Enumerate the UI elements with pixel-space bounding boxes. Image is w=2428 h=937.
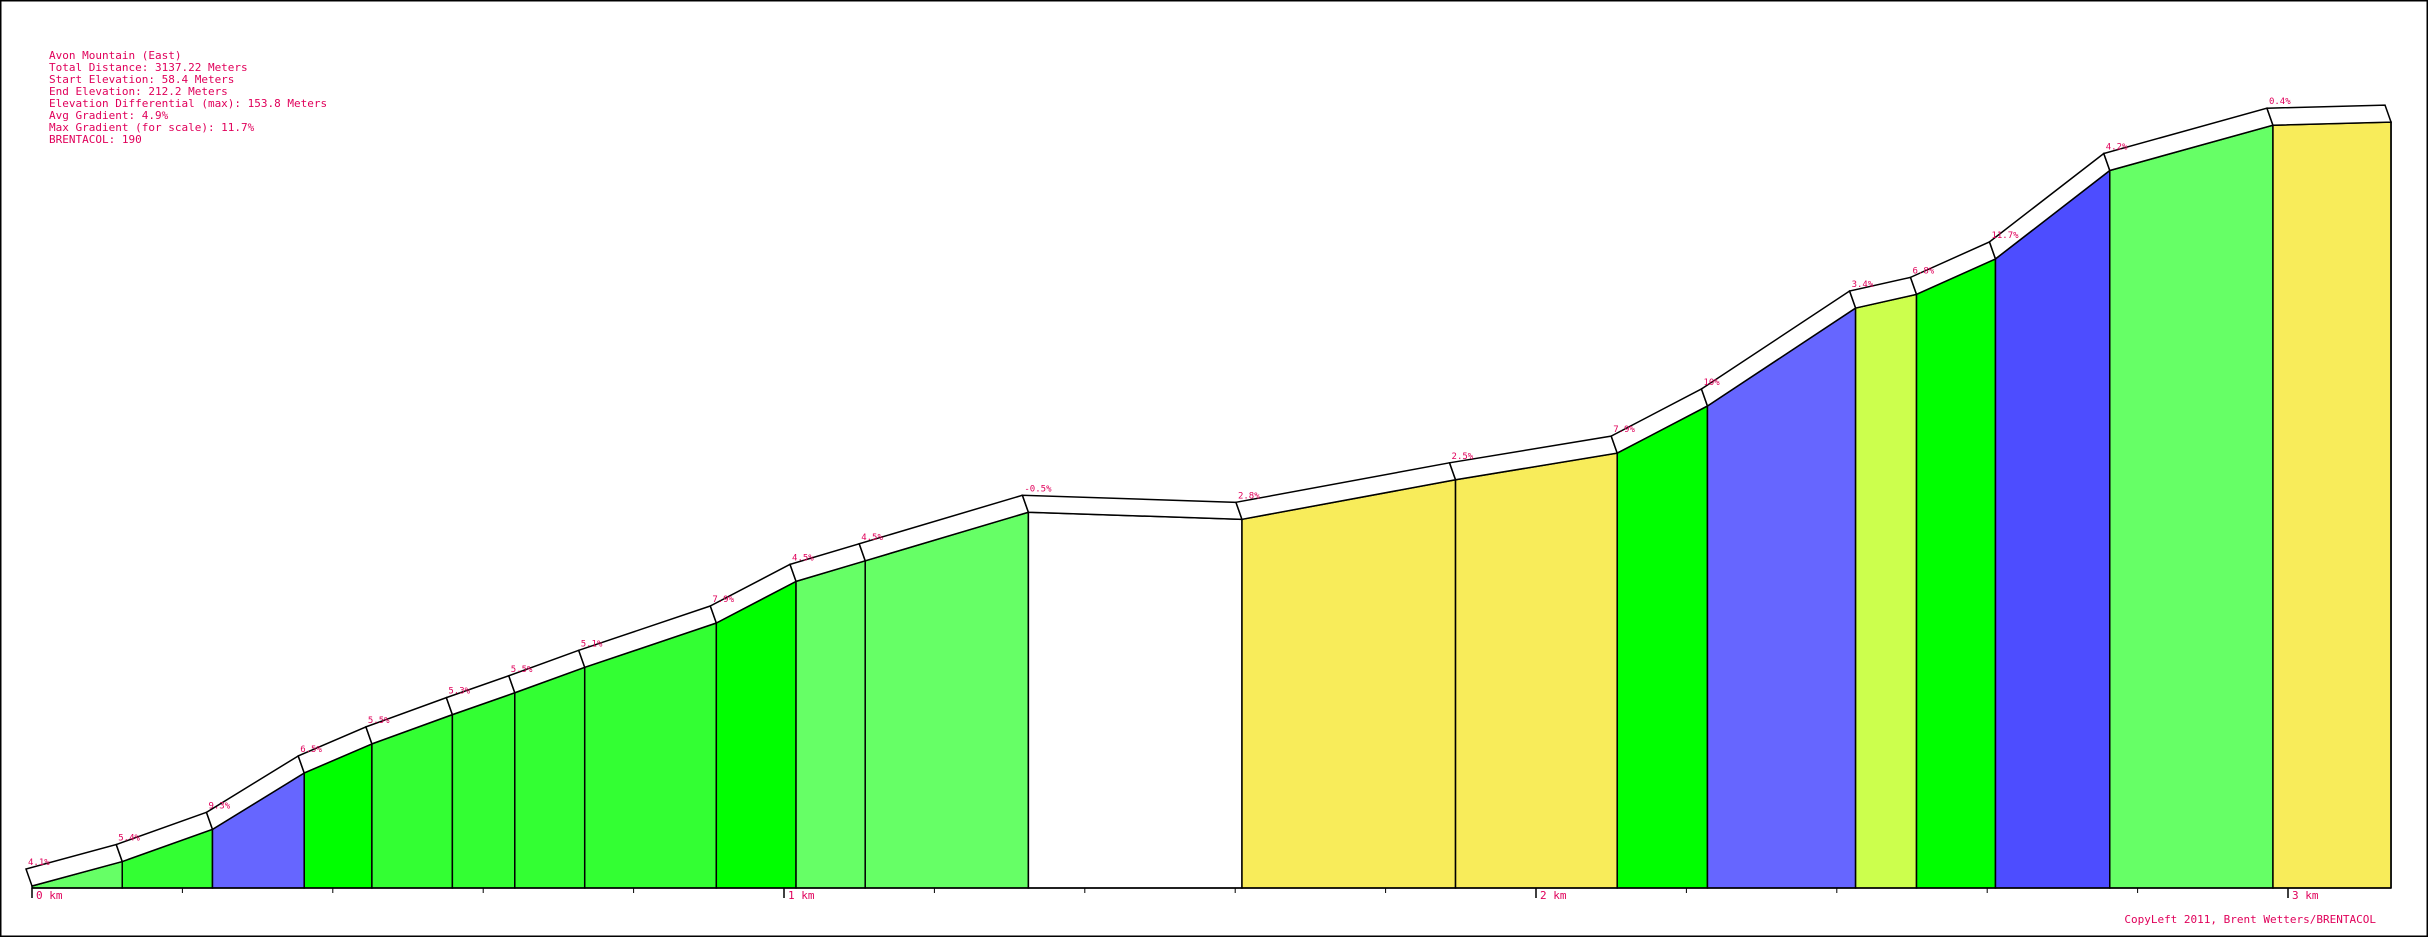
segment-area	[2109, 124, 2274, 889]
segment-area	[864, 511, 1030, 889]
segment-area	[1994, 168, 2111, 889]
segment-gradient-label: 7.9%	[712, 595, 734, 605]
segment-area	[795, 559, 866, 889]
segment-gradient-label: 2.5%	[1452, 452, 1474, 462]
segment-gradient-label: 5.1%	[581, 639, 603, 649]
segment-area	[1241, 478, 1457, 889]
segment-gradient-label: 4.1%	[28, 858, 50, 868]
road-ribbon	[25, 104, 2393, 887]
segment-gradient-label: 7.9%	[1613, 425, 1635, 435]
brentacol-text: BRENTACOL: 190	[49, 133, 142, 146]
segment-gradient-label: 4.2%	[2106, 142, 2128, 152]
segment-gradient-label: -0.5%	[1024, 484, 1052, 494]
segment-area	[1454, 452, 1618, 889]
segment-gradient-label: 11.7%	[1991, 231, 2019, 241]
segment-gradient-label: 4.5%	[792, 553, 814, 563]
segment-gradient-label: 5.3%	[448, 687, 470, 697]
avg-gradient-text: Avg Gradient: 4.9%	[49, 109, 169, 122]
road-ribbon-segment	[2265, 104, 2393, 126]
segment-gradient-label: 5.5%	[511, 665, 533, 675]
climb-info-block: Avon Mountain (East) Total Distance: 313…	[49, 49, 327, 146]
gradient-segments	[31, 121, 2392, 889]
axis-tick-label: 2 km	[1540, 889, 1567, 902]
segment-gradient-labels: 4.1% 5.4% 9.3% 6.5% 5.5% 5.3% 5.5% 5.1% 7.9% 4.5%…	[28, 97, 2291, 868]
segment-gradient-label: 9.3%	[208, 801, 230, 811]
max-gradient-text: Max Gradient (for scale): 11.7%	[49, 121, 255, 134]
elevation-differential-text: Elevation Differential (max): 153.8 Mete…	[49, 97, 327, 110]
axis-tick-label: 0 km	[36, 889, 63, 902]
total-distance-text: Total Distance: 3137.22 Meters	[49, 61, 248, 74]
segment-area	[1854, 293, 1918, 889]
distance-axis: 0 km 1 km 2 km 3 km	[31, 887, 2392, 902]
end-elevation-text: End Elevation: 212.2 Meters	[49, 85, 228, 98]
start-elevation-text: Start Elevation: 58.4 Meters	[49, 73, 234, 86]
segment-area	[1706, 306, 1857, 889]
axis-tick-label: 3 km	[2292, 889, 2319, 902]
segment-gradient-label: 5.4%	[118, 834, 140, 844]
segment-area	[1616, 404, 1709, 889]
segment-gradient-label: 2.8%	[1238, 491, 1260, 501]
segment-gradient-label: 5.5%	[368, 716, 390, 726]
segment-area	[514, 666, 586, 889]
copyright-text: CopyLeft 2011, Brent Wetters/BRENTACOL	[2124, 913, 2376, 926]
segment-area	[715, 580, 797, 889]
segment-area	[451, 691, 516, 889]
segment-area	[1915, 257, 1997, 889]
segment-area	[371, 713, 454, 889]
axis-tick-label: 1 km	[788, 889, 815, 902]
segment-gradient-label: 6.8%	[1913, 266, 1935, 276]
segment-gradient-label: 0.4%	[2269, 97, 2291, 107]
segment-area	[1027, 511, 1243, 889]
segment-gradient-label: 6.5%	[300, 745, 322, 755]
climb-name: Avon Mountain (East)	[49, 49, 181, 62]
segment-gradient-label: 3.4%	[1852, 280, 1874, 290]
segment-gradient-label: 10%	[1703, 378, 1720, 388]
segment-area	[2272, 121, 2392, 889]
segment-area	[583, 621, 718, 889]
segment-gradient-label: 4.5%	[861, 533, 883, 543]
